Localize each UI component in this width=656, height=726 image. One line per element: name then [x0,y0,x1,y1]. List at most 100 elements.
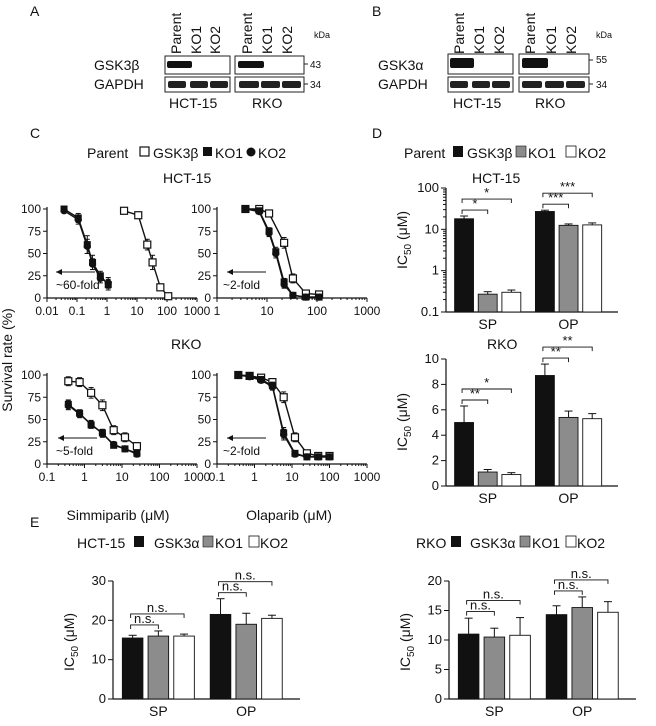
bar-gsk3α [457,633,480,700]
fold-label: ~5-fold [56,444,93,458]
y-tick-label: 25 [198,269,212,283]
kda-value: 43 [310,60,322,71]
data-point [272,249,280,258]
y-tick-label: 0 [204,291,211,305]
data-point [234,371,242,379]
protein-band [450,58,474,68]
data-point [303,453,311,461]
legend-white-swatch [565,145,577,158]
y-axis-label: IC50 (μM) [394,393,414,451]
bar-parent [534,211,555,313]
data-point [110,440,118,449]
data-point [255,208,263,216]
y-tick-label: 20 [92,612,106,627]
data-point [75,378,84,387]
legend-white-swatch [565,535,577,548]
legend-ko1-label: KO1 [528,145,556,161]
lane-label: KO2 [563,26,579,54]
panel-letter-d: D [372,125,382,141]
bar-parent [454,218,474,313]
y-tick-label: 0.1 [421,304,439,319]
legend-gray-swatch [519,535,531,548]
significance-bracket [461,388,512,393]
significance-label: * [484,375,489,390]
y-axis-label: IC50 (μM) [394,211,414,269]
fold-annotation: ~2-fold [223,269,266,292]
significance-label: *** [548,190,563,205]
lane-label: Parent [451,13,467,54]
legend-ko2-label: KO2 [258,145,286,161]
x-tick-label: 0.01 [35,304,59,318]
cell-line-label: HCT-15 [169,95,217,111]
cell-line-label: HCT-15 [453,95,501,111]
x-tick-label: 1 [214,304,221,318]
data-point [314,453,322,461]
protein-band [472,81,490,88]
data-point [98,430,106,438]
data-point [120,433,130,442]
significance-bracket [130,613,185,618]
data-point [104,279,112,287]
x-tick-label: 100 [157,304,177,318]
panel-letter-c: C [30,125,40,141]
data-point [280,431,288,439]
significance-bracket [554,590,583,595]
bar-ko2 [173,635,195,700]
x-category-label: SP [478,316,497,332]
y-tick-label: 50 [198,247,212,261]
y-tick-label: 1 [432,263,439,278]
fold-label: ~2-fold [223,278,260,292]
band-label-gsk3b: GSK3β [94,57,139,73]
significance-label: ** [562,333,572,348]
fold-label: ~2-fold [223,444,260,458]
data-point [264,209,274,218]
x-tick-label: 1000 [354,470,381,484]
bar-ko2 [509,634,531,700]
kda-value: 34 [310,80,322,91]
legend-cell-line: HCT-15 [77,535,125,551]
significance-bracket [554,579,609,584]
data-point [74,216,82,224]
data-point [134,211,143,220]
y-tick-label: 75 [28,390,42,404]
row-title: HCT-15 [472,170,520,186]
data-point [241,205,250,213]
blot-frame [234,55,305,75]
bar-parent [534,375,555,487]
lane-label: KO2 [491,26,507,54]
fold-label: ~60-fold [56,278,100,292]
legend-e-rko: RKO GSK3α KO1 KO2 [416,535,605,551]
y-tick-label: 20 [428,573,442,588]
panel-d: D Parent GSK3β KO1 KO2 HCT-15 RKO IC50 (… [372,125,618,506]
x-category-label: SP [485,703,504,719]
data-point [302,293,310,301]
significance-bracket [461,399,489,404]
data-point [156,283,165,292]
significance-bracket [218,581,273,586]
x-tick-label: 100 [307,304,327,318]
y-axis-label: IC50 (μM) [397,613,417,671]
significance-label: n.s. [222,579,243,594]
bar-gsk3α [121,637,144,700]
protein-band [566,81,585,88]
y-tick-label: 100 [21,368,41,382]
bar-ko2 [261,617,283,700]
survival-plot-rko-olaparib: 0 25 50 75 100 0.1 1 10 100 1000 [191,368,381,484]
bar-ko1 [558,224,579,313]
data-point [290,433,300,442]
protein-band [238,61,264,68]
protein-band [261,81,280,88]
legend-filled-square [203,147,212,156]
bar-ko2 [582,418,603,487]
significance-bracket [466,611,495,616]
kda-value: 34 [596,80,608,91]
x-tick-label: 1000 [184,304,211,318]
significance-bracket [542,357,569,363]
x-tick-label: 1 [81,470,88,484]
legend-gsk3a-label: GSK3α [154,535,199,551]
legend-filled-circle [246,147,256,157]
data-point [280,238,289,247]
data-point [98,401,107,410]
significance-bracket [542,203,569,209]
